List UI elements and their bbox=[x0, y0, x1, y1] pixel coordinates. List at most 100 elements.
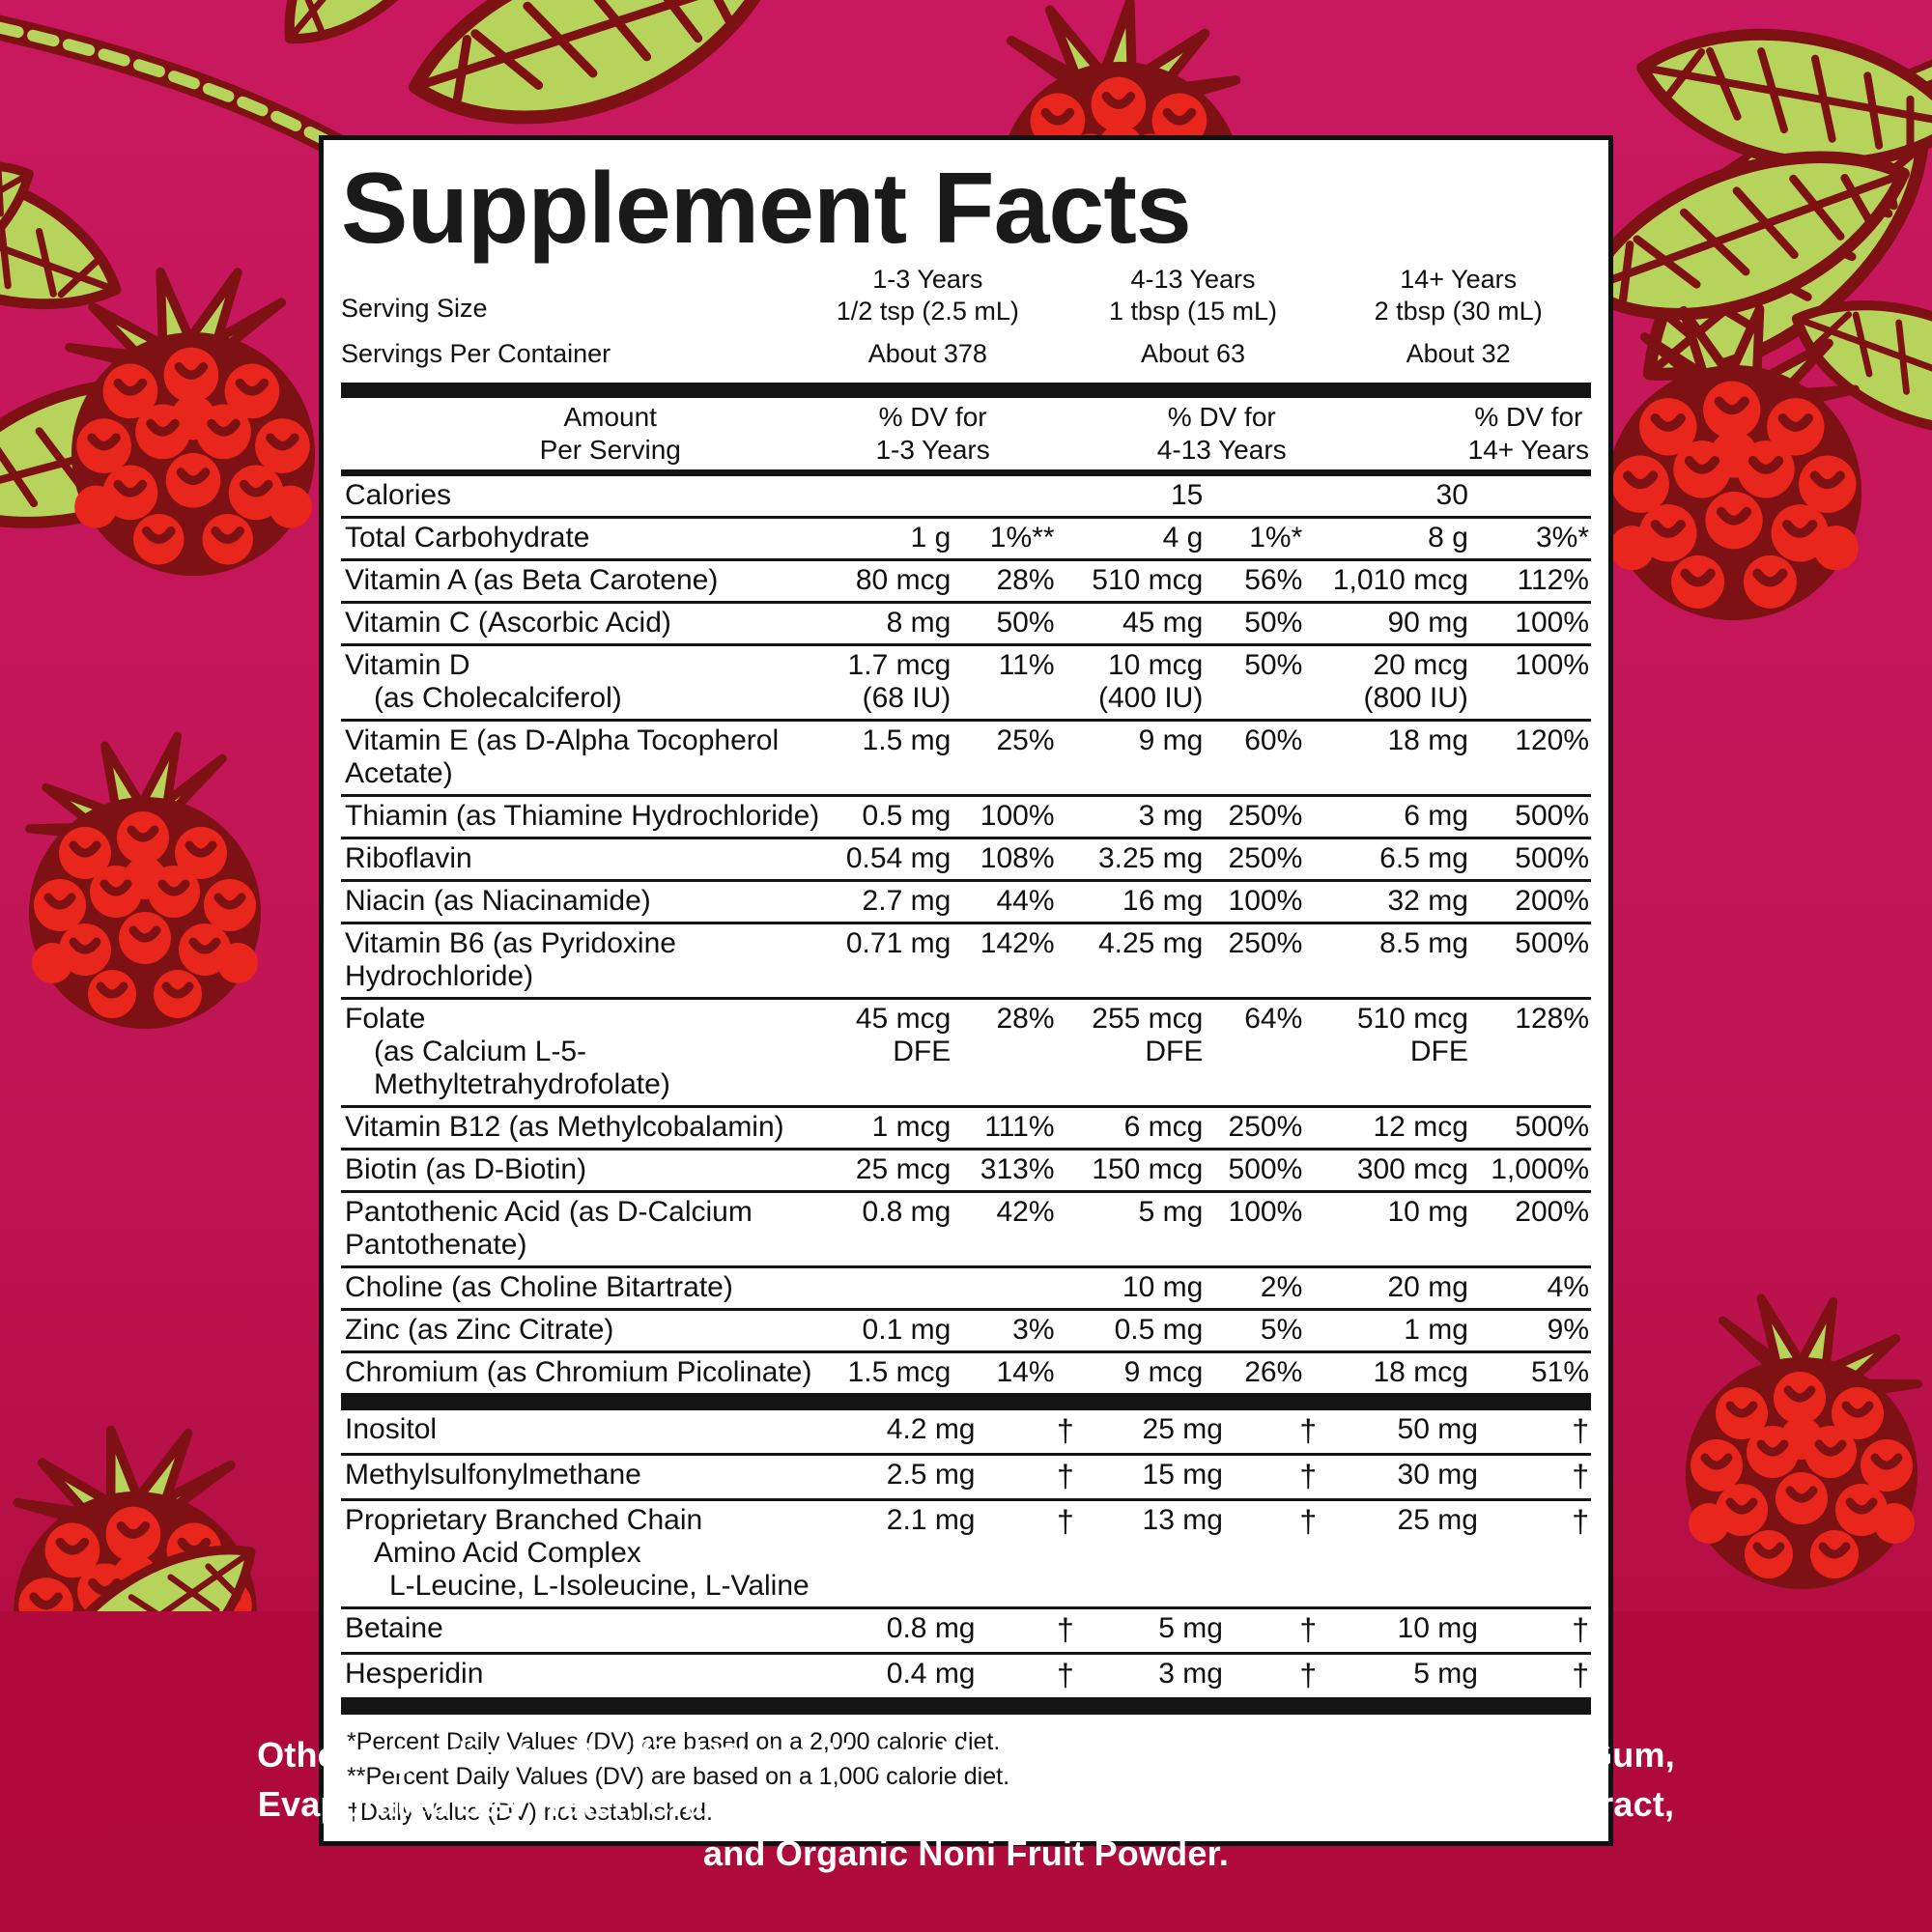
age-group-3-label: 14+ Years bbox=[1400, 265, 1518, 295]
nutrient-name: Thiamin (as Thiamine Hydrochloride) bbox=[341, 794, 823, 838]
nutrient-name: Vitamin D (as Cholecalciferol) bbox=[341, 643, 823, 721]
dv-3: † bbox=[1485, 1652, 1591, 1698]
other-ingredients-text: Other Ingredients: Purified Water, Veget… bbox=[257, 1734, 1675, 1873]
dv-2: 500% bbox=[1210, 1148, 1313, 1192]
table-row: Vitamin C (Ascorbic Acid) 8 mg 50% 45 mg 50%… bbox=[341, 601, 1591, 645]
amount-3: 6 mg bbox=[1312, 794, 1476, 838]
amount-2: 15 mg bbox=[1083, 1453, 1231, 1500]
dv-1: 313% bbox=[958, 1148, 1065, 1192]
table-row: Chromium (as Chromium Picolinate) 1.5 mcg… bbox=[341, 1350, 1591, 1394]
dv-1: 111% bbox=[958, 1105, 1065, 1150]
nutrient-name: Vitamin C (Ascorbic Acid) bbox=[341, 601, 823, 645]
dv-3: 500% bbox=[1475, 1105, 1591, 1150]
amount-2: 3.25 mg bbox=[1064, 837, 1211, 881]
amount-3: 1,010 mcg bbox=[1312, 558, 1476, 603]
divider-med-header bbox=[341, 469, 1591, 477]
serving-size-1: 1/2 tsp (2.5 mL) bbox=[836, 297, 1019, 327]
table-row: Proprietary Branched Chain Amino Acid Com… bbox=[341, 1498, 1591, 1608]
nutrient-name: Inositol bbox=[345, 1413, 438, 1446]
amount-2: 13 mg bbox=[1083, 1498, 1231, 1608]
amount-1: 0.5 mg bbox=[822, 794, 959, 838]
amount-2-sub: DFE bbox=[1145, 1036, 1204, 1068]
divider-thick-top bbox=[341, 382, 1591, 398]
dv-3: 112% bbox=[1475, 558, 1591, 603]
dv-1: † bbox=[982, 1652, 1084, 1698]
dv-2: † bbox=[1299, 1413, 1318, 1449]
column-header-row: Amount Per Serving % DV for 1-3 Years % … bbox=[341, 398, 1591, 469]
nutrient-name: Pantothenic Acid (as D-Calcium Pantothen… bbox=[341, 1190, 823, 1267]
dv-1: 3% bbox=[958, 1308, 1065, 1352]
amount-1: 0.1 mg bbox=[822, 1308, 959, 1352]
amount-3: 50 mg bbox=[1397, 1413, 1478, 1446]
serving-size-2: 1 tbsp (15 mL) bbox=[1108, 297, 1278, 327]
serving-col-1: 1-3 Years 1/2 tsp (2.5 mL) bbox=[795, 264, 1061, 327]
amount-2: 3 mg bbox=[1083, 1652, 1231, 1698]
amount-2: 6 mcg bbox=[1064, 1105, 1211, 1150]
divider-thick-mid bbox=[341, 1393, 1591, 1411]
nutrient-name: Niacin (as Niacinamide) bbox=[341, 879, 823, 923]
amount-3-sub: DFE bbox=[1409, 1036, 1468, 1068]
serving-size-3: 2 tbsp (30 mL) bbox=[1374, 297, 1543, 327]
dv-header-2-line2: 4-13 Years bbox=[1156, 434, 1287, 465]
dv-3: 200% bbox=[1475, 879, 1591, 923]
dv-1: 50% bbox=[958, 601, 1065, 645]
dv-1: 14% bbox=[958, 1350, 1065, 1394]
dv-3: 200% bbox=[1475, 1190, 1591, 1267]
dv-header-3-line1: % DV for bbox=[1474, 401, 1583, 432]
dv-3: 51% bbox=[1475, 1350, 1591, 1394]
dv-3: 4% bbox=[1475, 1265, 1591, 1310]
table-row: Inositol 4.2 mg † 25 mg † 50 mg † bbox=[341, 1410, 1591, 1455]
nutrient-name: Vitamin E (as D-Alpha Tocopherol Acetate… bbox=[341, 719, 823, 796]
nutrient-name-line2: Amino Acid Complex bbox=[374, 1537, 641, 1570]
servings-per-container-3: About 32 bbox=[1406, 338, 1511, 368]
amount-2: 0.5 mg bbox=[1064, 1308, 1211, 1352]
amount-3: 12 mcg bbox=[1312, 1105, 1476, 1150]
amount-1: 0.8 mg bbox=[822, 1190, 959, 1267]
nutrient-name: Vitamin B6 (as Pyridoxine Hydrochloride) bbox=[341, 922, 823, 999]
amount-3: 90 mg bbox=[1312, 601, 1476, 645]
servings-per-container-label: Servings Per Container bbox=[341, 338, 611, 368]
dv-2: 250% bbox=[1210, 837, 1313, 881]
dv-3: 120% bbox=[1475, 719, 1591, 796]
table-row: Vitamin B12 (as Methylcobalamin) 1 mcg 111… bbox=[341, 1105, 1591, 1150]
amount-3: 10 mg bbox=[1326, 1606, 1486, 1654]
dv-3: † bbox=[1572, 1413, 1589, 1449]
dv-1: 25% bbox=[958, 719, 1065, 796]
amount-1: 8 mg bbox=[822, 601, 959, 645]
nutrient-name: Proprietary Branched Chain Amino Acid Com… bbox=[341, 1498, 846, 1608]
dv-3: 100% bbox=[1475, 601, 1591, 645]
table-row: Vitamin E (as D-Alpha Tocopherol Acetate… bbox=[341, 719, 1591, 796]
dv-2: 250% bbox=[1210, 922, 1313, 999]
serving-col-3: 14+ Years 2 tbsp (30 mL) bbox=[1325, 264, 1591, 327]
amount-1: 1 mcg bbox=[822, 1105, 959, 1150]
dv-1: 11% bbox=[958, 643, 1065, 721]
table-row: Choline (as Choline Bitartrate) 10 mg 2% 20… bbox=[341, 1265, 1591, 1310]
amount-2: 255 mcg DFE bbox=[1064, 997, 1211, 1107]
dv-header-1-line1: % DV for bbox=[878, 401, 987, 432]
spacer-col-2 bbox=[1000, 398, 1157, 469]
dv-1: † bbox=[982, 1498, 1084, 1608]
table-row: Calories 15 30 bbox=[341, 476, 1591, 518]
servings-per-container-1: About 378 bbox=[867, 338, 987, 368]
divider-thick-bottom bbox=[341, 1697, 1591, 1716]
supplement-facts-panel: Supplement Facts Serving Size 1-3 Years … bbox=[319, 135, 1613, 1846]
dv-1 bbox=[958, 1265, 1065, 1310]
serving-size-header: Serving Size 1-3 Years 1/2 tsp (2.5 mL) … bbox=[341, 264, 1591, 327]
table-row: Pantothenic Acid (as D-Calcium Pantothen… bbox=[341, 1190, 1591, 1267]
dv-2: † bbox=[1230, 1606, 1327, 1654]
amount-1: 0.8 mg bbox=[845, 1606, 983, 1654]
nutrient-name: Methylsulfonylmethane bbox=[341, 1453, 846, 1500]
amount-per-serving-header: Amount Per Serving bbox=[341, 398, 875, 469]
dv-2: 50% bbox=[1210, 601, 1313, 645]
nutrient-name-line2: (as Cholecalciferol) bbox=[374, 682, 622, 715]
dv-3: † bbox=[1485, 1606, 1591, 1654]
amount-1: 45 mcg DFE bbox=[822, 997, 959, 1107]
amount-3: 30 mg bbox=[1326, 1453, 1486, 1500]
amount-3: 10 mg bbox=[1312, 1190, 1476, 1267]
nutrient-name-line2: (as Calcium L-5-Methyltetrahydrofolate) bbox=[374, 1036, 670, 1101]
amount-3: 20 mg bbox=[1312, 1265, 1476, 1310]
dv-3: 100% bbox=[1475, 643, 1591, 721]
dv-2: 64% bbox=[1210, 997, 1313, 1107]
dv-1: † bbox=[1057, 1413, 1074, 1449]
footnote: **Percent Daily Values (DV) are based on… bbox=[347, 1763, 1010, 1791]
